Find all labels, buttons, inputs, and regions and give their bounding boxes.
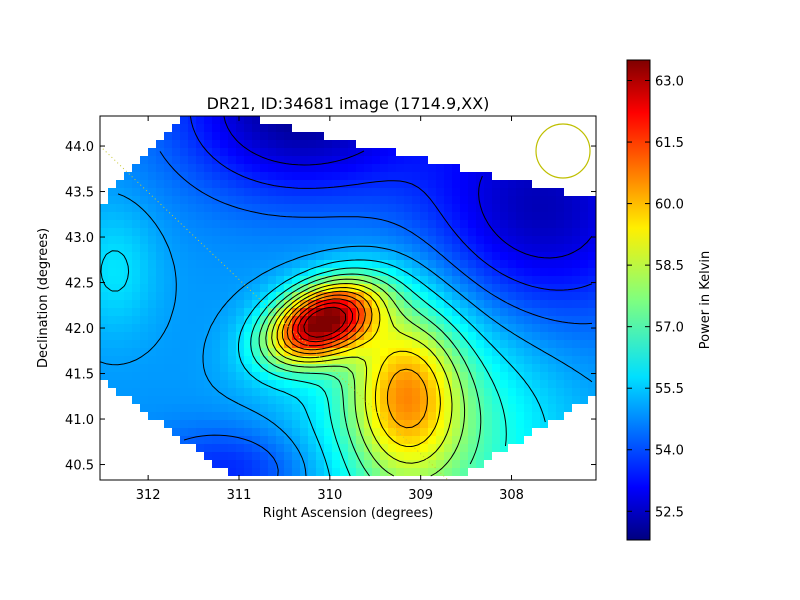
y-tick-label: 43.5 <box>65 186 94 201</box>
heatmap-image <box>100 116 596 476</box>
colorbar-label: Power in Kelvin <box>698 251 713 349</box>
x-tick-label: 308 <box>499 488 524 503</box>
colorbar-tick-label: 57.0 <box>655 321 684 336</box>
plot-area <box>100 116 596 480</box>
colorbar-tick-label: 54.0 <box>655 444 684 459</box>
y-tick-label: 42.5 <box>65 277 94 292</box>
chart-title: DR21, ID:34681 image (1714.9,XX) <box>207 94 490 113</box>
y-axis-label: Declination (degrees) <box>36 228 51 368</box>
plot-frame <box>99 115 597 481</box>
colorbar-tick-label: 63.0 <box>655 75 684 90</box>
colorbar-tick-label: 60.0 <box>655 198 684 213</box>
y-tick-label: 42.0 <box>65 322 94 337</box>
contour-path <box>100 116 593 477</box>
colorbar-tick-label: 61.5 <box>655 136 684 151</box>
colorbar-tick-label: 52.5 <box>655 505 684 520</box>
x-axis-ticks: 312 311 310 309 308 <box>136 116 524 503</box>
colorbar-tick-label: 58.5 <box>655 259 684 274</box>
x-tick-label: 309 <box>408 488 433 503</box>
y-tick-label: 41.5 <box>65 368 94 383</box>
y-tick-label: 44.0 <box>65 140 94 155</box>
colorbar-tick-label: 55.5 <box>655 382 684 397</box>
y-axis-ticks: 40.5 41.0 41.5 42.0 42.5 43.0 43.5 44.0 <box>65 140 596 474</box>
x-tick-label: 312 <box>136 488 161 503</box>
y-tick-label: 40.5 <box>65 459 94 474</box>
x-tick-label: 310 <box>317 488 342 503</box>
x-tick-label: 311 <box>227 488 252 503</box>
x-axis-label: Right Ascension (degrees) <box>263 506 434 521</box>
y-tick-label: 41.0 <box>65 413 94 428</box>
diagonal-dotted-line <box>100 145 449 480</box>
beam-marker <box>535 123 591 179</box>
colorbar-ticks: 52.5 54.0 55.5 57.0 58.5 60.0 61.5 63.0 <box>627 75 684 520</box>
colorbar <box>626 59 651 541</box>
contour-lines <box>100 116 593 477</box>
y-tick-label: 43.0 <box>65 231 94 246</box>
